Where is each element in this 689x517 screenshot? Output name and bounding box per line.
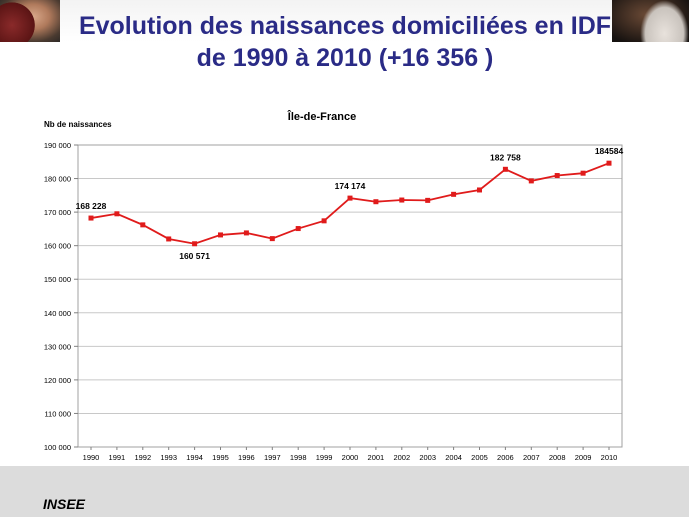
x-tick-label: 1990: [83, 453, 100, 462]
y-tick-label: 130 000: [44, 342, 71, 351]
slide-title-line-2: de 1990 à 2010 (+16 356 ): [196, 44, 494, 72]
data-point-2004: [451, 191, 457, 197]
y-tick-label: 110 000: [44, 409, 71, 418]
x-tick-label: 2000: [342, 453, 359, 462]
x-tick-label: 2002: [393, 453, 410, 462]
x-tick-label: 2009: [575, 453, 592, 462]
photo-right-detail: [640, 0, 689, 42]
x-tick-label: 1997: [264, 453, 281, 462]
y-tick-label: 190 000: [44, 141, 71, 150]
y-tick-label: 140 000: [44, 309, 71, 318]
data-point-1999: [321, 218, 327, 224]
x-tick-label: 1993: [160, 453, 177, 462]
x-tick-label: 2004: [445, 453, 462, 462]
data-label-2010: 184584: [595, 146, 624, 156]
series-line: [90, 162, 610, 245]
data-point-2005: [477, 187, 482, 193]
x-tick-label: 2003: [419, 453, 436, 462]
x-tick-label: 2005: [471, 453, 488, 462]
y-tick-label: 120 000: [44, 376, 71, 385]
y-tick-label: 160 000: [44, 242, 71, 251]
data-point-2000: [347, 195, 353, 201]
data-point-2007: [528, 178, 534, 184]
x-tick-label: 1994: [186, 453, 203, 462]
chart-title: Île-de-France: [287, 110, 356, 123]
axis-layer: 100 000 110 000 120 000 130 000 140 000 150 0…: [44, 141, 623, 462]
data-point-1994: [192, 241, 198, 247]
data-point-2002: [399, 197, 405, 203]
footer-band: INSEE: [0, 466, 689, 517]
x-tick-label: 1991: [109, 453, 126, 462]
slide-title: Evolution des naissances domiciliées en …: [40, 10, 650, 74]
header-background: [60, 0, 612, 42]
data-point-2001: [373, 199, 379, 205]
y-tick-label: 180 000: [44, 175, 71, 184]
data-point-2003: [425, 197, 431, 203]
data-point-1995: [218, 232, 223, 238]
data-label-2006: 182 758: [490, 152, 521, 162]
data-point-1996: [243, 230, 249, 236]
x-tick-label: 1998: [290, 453, 307, 462]
footer-source: INSEE: [43, 496, 86, 512]
y-tick-label: 170 000: [44, 208, 71, 217]
x-tick-label: 1996: [238, 453, 255, 462]
x-tick-label: 2010: [601, 453, 618, 462]
x-tick-label: 1992: [134, 453, 151, 462]
photo-left-detail: [0, 0, 40, 42]
x-tick-label: 2006: [497, 453, 514, 462]
data-label-1990: 168 228: [76, 201, 107, 211]
data-label-2000: 174 174: [335, 181, 366, 191]
x-tick-label: 1999: [316, 453, 333, 462]
births-line-chart: Île-de-France Nb de naissances 100 000 11…: [44, 110, 624, 462]
data-point-2008: [554, 173, 560, 179]
data-point-2009: [580, 170, 586, 176]
data-label-layer: 168 228 160 571 174 174 182 758 184584: [76, 146, 624, 261]
data-point-1993: [166, 236, 172, 242]
data-point-2006: [502, 166, 508, 172]
slide-title-line-1: Evolution des naissances domiciliées en …: [78, 12, 612, 40]
data-point-1991: [114, 211, 120, 217]
y-tick-label: 100 000: [44, 443, 71, 452]
data-point-1997: [269, 236, 275, 242]
x-tick-label: 2001: [368, 453, 385, 462]
data-point-1998: [295, 226, 301, 232]
series-layer: [88, 160, 612, 247]
y-tick-label: 150 000: [44, 275, 71, 284]
data-point-1992: [140, 222, 146, 228]
header-photo-strip: [0, 0, 689, 42]
y-axis-label: Nb de naissances: [44, 120, 112, 129]
x-tick-label: 2008: [549, 453, 566, 462]
data-label-1994: 160 571: [179, 251, 210, 261]
x-tick-label: 2007: [523, 453, 540, 462]
data-point-2010: [606, 160, 612, 166]
x-tick-label: 1995: [212, 453, 229, 462]
data-point-1990: [88, 215, 94, 221]
